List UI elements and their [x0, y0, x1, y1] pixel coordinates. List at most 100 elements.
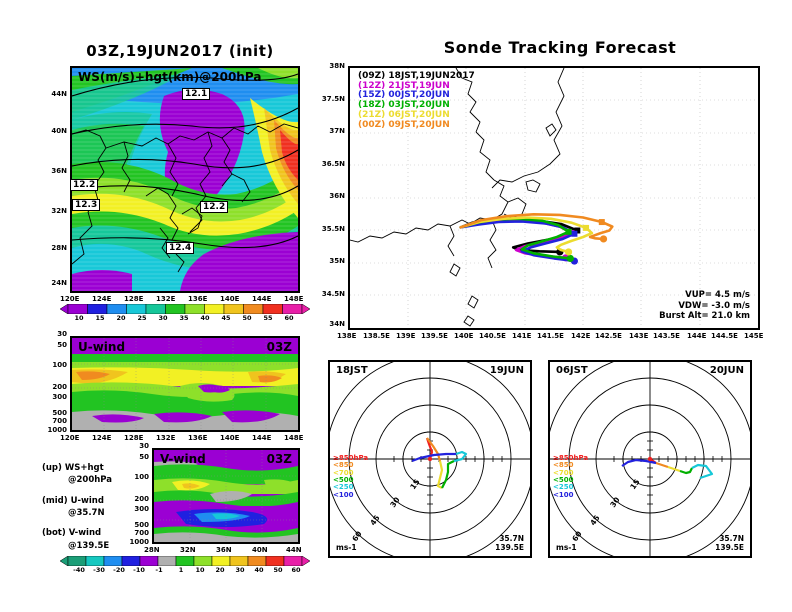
sonde-burst-marker-15Z — [571, 230, 578, 237]
hodograph-1-trace — [411, 437, 468, 489]
caption-line-4: @35.7N — [68, 507, 105, 518]
u-lon-136E: 136E — [188, 434, 208, 442]
sonde-lat-35.5N: 35.5N — [321, 225, 345, 233]
lat-tick-24N: 24N — [51, 279, 67, 287]
hodograph-1-date: 19JUN — [489, 365, 524, 376]
sonde-endpoint-21Z — [564, 248, 573, 256]
wcb-tick-10: 10 — [195, 566, 205, 574]
caption-line-1: (up) WS+hgt — [42, 463, 104, 473]
v-wind-time-label: 03Z — [266, 452, 292, 466]
legend-time-15Z: 00JST,20JUN — [388, 90, 450, 101]
cb-tick-55: 55 — [263, 314, 273, 322]
v-wind-label: V-wind — [160, 452, 206, 466]
v-p-1000: 1000 — [129, 538, 149, 546]
contour-label-12-4: 12.4 — [166, 242, 195, 254]
sonde-endpoint-00Z — [599, 235, 608, 243]
sonde-track-00Z — [459, 213, 614, 241]
u-p-1000: 1000 — [47, 426, 67, 434]
wcb-tick-50: 50 — [273, 566, 283, 574]
wcb-tick-20: 20 — [215, 566, 225, 574]
u-wind-time-label: 03Z — [266, 340, 292, 354]
hodograph-2-lat: 35.7N — [719, 534, 744, 543]
cb-tick-45: 45 — [221, 314, 231, 322]
hodograph-2-station: 35.7N 139.5E — [715, 534, 744, 552]
sonde-lon-141E: 141E — [512, 332, 532, 340]
lon-tick-136E: 136E — [188, 295, 208, 303]
u-p-200: 200 — [52, 383, 67, 391]
h1-lvl-5: <100 — [333, 490, 354, 499]
v-p-700: 700 — [134, 529, 149, 537]
sonde-annotations: VUP= 4.5 m/s VDW= -3.0 m/s Burst Alt= 21… — [659, 290, 750, 322]
lat-tick-40N: 40N — [51, 127, 67, 135]
hodograph-panel-2[interactable]: 15 30 45 60 06JST 20JUN ms-1 35.7N 139.5… — [548, 360, 752, 558]
sonde-map-plot[interactable]: (09Z) 18JST,19JUN2017 (12Z) 21JST,19JUN … — [348, 66, 760, 330]
legend-row-21Z: (21Z) 06JST,20JUN — [358, 110, 475, 121]
lon-tick-128E: 128E — [124, 295, 144, 303]
hodograph-2-unit: ms-1 — [556, 543, 577, 552]
legend-code-15Z: (15Z) — [358, 90, 386, 101]
u-lon-144E: 144E — [252, 434, 272, 442]
lat-tick-44N: 44N — [51, 90, 67, 98]
u-wind-pressure-axis: 30 50 100 200 300 500 700 1000 — [40, 330, 70, 434]
caption-line-3: (mid) U-wind — [42, 495, 104, 506]
sonde-burst-marker-00Z — [598, 219, 605, 226]
v-wind-plot[interactable]: V-wind 03Z — [152, 448, 300, 544]
lon-tick-148E: 148E — [284, 295, 304, 303]
upper-left-map-lon-axis: 120E 124E 128E 132E 136E 140E 144E 148E — [60, 295, 304, 307]
u-p-500: 500 — [52, 409, 67, 417]
panel-caption: (up) WS+hgt @200hPa (mid) U-wind @35.7N … — [42, 462, 112, 552]
hodograph-1-time: 18JST — [336, 365, 368, 376]
height-contours — [72, 73, 298, 249]
v-lat-28N: 28N — [144, 546, 160, 554]
legend-time-00Z: 09JST,20JUN — [388, 119, 450, 130]
wcb-tick--1: -1 — [155, 566, 163, 574]
sonde-lon-139E: 139E — [396, 332, 416, 340]
sonde-lon-144.5E: 144.5E — [711, 332, 738, 340]
cb-tick-50: 50 — [242, 314, 252, 322]
coastline — [72, 123, 298, 273]
u-wind-plot[interactable]: U-wind 03Z — [70, 336, 300, 432]
lon-tick-132E: 132E — [156, 295, 176, 303]
v-lat-44N: 44N — [286, 546, 302, 554]
hodograph-1-lat: 35.7N — [499, 534, 524, 543]
legend-code-09Z: (09Z) — [358, 71, 386, 81]
h2-lvl-3: <500 — [553, 476, 574, 485]
upper-left-map-plot[interactable]: 12.1 12.2 12.3 12.2 12.4 WS(m/s)+hgt(km)… — [70, 66, 300, 293]
wcb-tick--10: -10 — [133, 566, 145, 574]
upper-left-map-lat-axis: 44N 40N 36N 32N 28N 24N — [34, 66, 70, 293]
hodograph-1-unit: ms-1 — [336, 543, 357, 552]
legend-row-15Z: (15Z) 00JST,20JUN — [358, 91, 475, 101]
h2-lvl-0: ≥850hPa — [553, 454, 589, 462]
hodograph-2-svg: 15 30 45 60 — [550, 362, 750, 556]
v-p-500: 500 — [134, 521, 149, 529]
sonde-lon-142.5E: 142.5E — [595, 332, 622, 340]
lon-tick-124E: 124E — [92, 295, 112, 303]
legend-code-00Z: (00Z) — [358, 119, 386, 130]
sonde-lon-139.5E: 139.5E — [421, 332, 448, 340]
h1-lvl-1: <850 — [333, 461, 354, 470]
h1-lvl-4: <250 — [333, 483, 354, 492]
sonde-burst-marker-09Z — [574, 227, 581, 234]
cb-tick-60: 60 — [284, 314, 294, 322]
u-lon-132E: 132E — [156, 434, 176, 442]
sonde-lat-34N: 34N — [329, 320, 345, 328]
cb-tick-10: 10 — [74, 314, 84, 322]
cb-tick-25: 25 — [137, 314, 147, 322]
u-lon-124E: 124E — [92, 434, 112, 442]
v-wind-pressure-axis: 30 50 100 200 300 500 700 1000 — [122, 442, 152, 546]
wcb-tick--30: -30 — [93, 566, 105, 574]
legend-row-12Z: (12Z) 21JST,19JUN — [358, 81, 475, 92]
sonde-lon-143E: 143E — [629, 332, 649, 340]
sonde-track-15Z — [459, 220, 576, 263]
wind-colorbar: -40 -30 -20 -10 -1 1 10 20 30 40 50 60 — [60, 556, 310, 574]
map-gridlines — [350, 68, 758, 328]
hodograph-1-station: 35.7N 139.5E — [495, 534, 524, 552]
sonde-lat-38N: 38N — [329, 62, 345, 70]
h1-lvl-3: <500 — [333, 476, 354, 485]
hodograph-1-lon: 139.5E — [495, 543, 524, 552]
u-lon-128E: 128E — [124, 434, 144, 442]
wcb-tick-40: 40 — [254, 566, 264, 574]
hodograph-panel-1[interactable]: 15 30 45 60 18JST 19JUN ms-1 35.7N 139.5… — [328, 360, 532, 558]
u-p-300: 300 — [52, 393, 67, 401]
v-wind-lat-axis: 28N 32N 36N 40N 44N — [144, 546, 302, 558]
